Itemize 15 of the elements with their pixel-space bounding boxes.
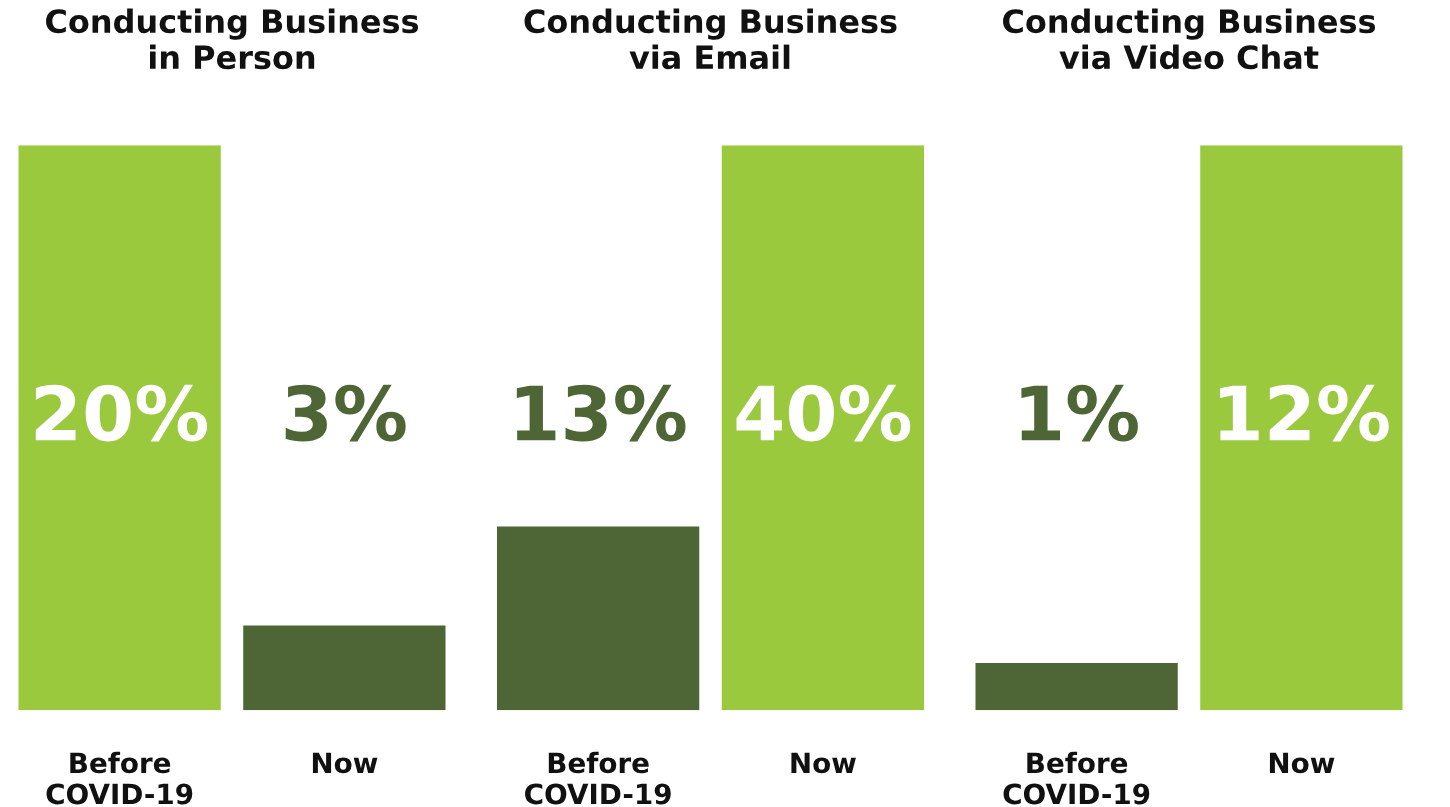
data-label: 13%	[516, 384, 686, 442]
chart-title: Conducting Business in Person	[46, 8, 419, 70]
data-label: 12%	[1220, 384, 1389, 442]
x-tick-label: Now	[312, 752, 378, 774]
data-label: 1%	[1021, 384, 1138, 442]
x-tick-label: Now	[1269, 752, 1335, 774]
x-tick-label: Before COVID-19	[1003, 751, 1150, 805]
x-tick-label: Now	[791, 752, 856, 774]
chart-title: Conducting Business via Video Chat	[1003, 8, 1376, 70]
x-tick-label: Before COVID-19	[525, 751, 671, 805]
data-label: 40%	[736, 384, 911, 442]
x-tick-label: Before COVID-19	[46, 751, 193, 805]
chart-title: Conducting Business via Email	[524, 8, 897, 70]
data-label: 3%	[285, 384, 406, 442]
data-label: 20%	[35, 384, 207, 442]
